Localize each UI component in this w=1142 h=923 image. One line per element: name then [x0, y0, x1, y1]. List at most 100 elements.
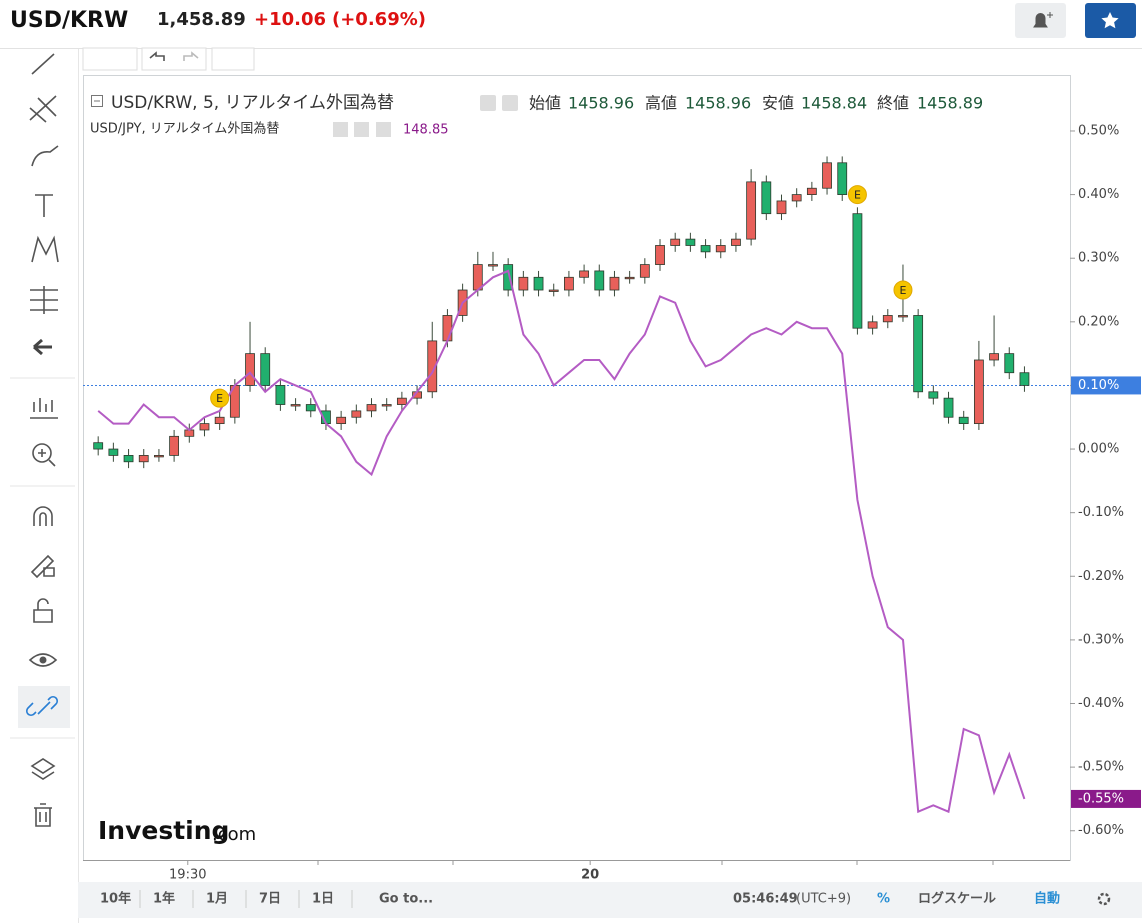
tool-button[interactable]	[82, 47, 138, 71]
x-tick-label: 19:30	[169, 868, 206, 883]
visibility-tool[interactable]	[28, 653, 58, 667]
event-marker	[893, 280, 913, 300]
y-tick-label: 0.40%	[1078, 187, 1119, 202]
magnet-tool[interactable]	[33, 506, 53, 526]
series-line	[97, 269, 1026, 814]
symbol: USD/KRW	[10, 8, 128, 33]
change-pct: (+0.69%)	[332, 9, 426, 30]
eye-button[interactable]	[480, 95, 496, 111]
candle-body	[169, 435, 180, 456]
event-label: E	[216, 392, 223, 405]
candle-body	[1004, 353, 1015, 374]
indicator-tool[interactable]	[30, 398, 58, 419]
last-value-label: 0.10%	[1078, 378, 1119, 393]
percent-toggle[interactable]: %	[877, 892, 890, 907]
brush-tool[interactable]	[31, 145, 59, 167]
logo-suffix: .com	[212, 824, 256, 845]
y-tick-label: -0.40%	[1078, 696, 1124, 711]
candle-body	[533, 276, 544, 291]
range-button[interactable]: 10年	[100, 891, 131, 907]
candle-body	[806, 187, 817, 195]
candle-body	[867, 321, 878, 329]
range-button[interactable]: 1年	[153, 891, 175, 907]
range-buttons[interactable]: 10年 1年 1月 7日 1日	[100, 890, 353, 908]
candle-body	[488, 264, 498, 267]
candle-body	[336, 416, 347, 425]
candle-body	[138, 455, 149, 463]
candle-body	[427, 340, 438, 393]
candle-body	[93, 442, 104, 450]
tool-button[interactable]	[211, 47, 255, 71]
candle-body	[715, 245, 726, 253]
tool-icons[interactable]	[10, 53, 75, 827]
x-tick-marks	[317, 860, 994, 865]
candle-body	[442, 315, 453, 342]
event-marker	[847, 185, 867, 205]
candle-body	[275, 385, 286, 405]
range-button[interactable]: 1月	[206, 892, 228, 907]
change: +10.06	[254, 9, 326, 30]
timezone[interactable]: (UTC+9)	[796, 892, 851, 907]
candle-body	[305, 404, 316, 412]
candle-body	[579, 270, 589, 278]
redo-icon	[183, 51, 199, 61]
last-value-label: -0.55%	[1078, 791, 1124, 806]
y-tick-label: -0.10%	[1078, 505, 1124, 520]
layers-tool[interactable]	[30, 758, 56, 780]
main-series-title: USD/KRW, 5, リアルタイム外国為替	[111, 93, 394, 113]
event-label: E	[854, 189, 861, 202]
candle-body	[928, 391, 939, 399]
bottom-bar	[78, 882, 1142, 918]
goto-button[interactable]: Go to...	[379, 892, 433, 907]
zoom-plus	[38, 449, 56, 467]
candle-body	[260, 353, 271, 386]
open-label: 始値	[529, 94, 561, 113]
candle-body	[351, 410, 362, 418]
compare-series-title: USD/JPY, リアルタイム外国為替	[90, 121, 279, 137]
candle-body	[670, 238, 681, 246]
text-tool[interactable]	[35, 194, 53, 217]
lock-draw-tool[interactable]	[30, 554, 55, 579]
candle-body	[108, 448, 119, 456]
unlock-tool[interactable]	[33, 598, 53, 623]
candle-body	[396, 397, 407, 405]
settings-button[interactable]	[354, 122, 369, 137]
candle-body	[564, 276, 574, 291]
low-value: 1458.84	[801, 94, 867, 113]
candle-body	[943, 397, 954, 418]
last-value-tag	[1071, 789, 1141, 808]
remove-button[interactable]	[376, 122, 391, 137]
undo-redo[interactable]	[141, 47, 207, 71]
zoom-tool[interactable]	[32, 443, 52, 463]
measure-tool[interactable]	[30, 286, 58, 314]
pattern-tool[interactable]	[31, 235, 59, 263]
eye-pupil	[39, 656, 47, 664]
settings-gear[interactable]	[1097, 892, 1111, 906]
y-tick-label: -0.50%	[1078, 760, 1124, 775]
range-button[interactable]: 1日	[312, 892, 334, 907]
last-value-tag	[1071, 376, 1141, 395]
candle-body	[366, 404, 377, 412]
auto-toggle[interactable]: 自動	[1034, 891, 1060, 907]
candle-body	[989, 353, 999, 361]
delete-tool[interactable]	[34, 803, 52, 827]
compare-value: 148.85	[403, 123, 449, 138]
collapse-arrow[interactable]	[33, 338, 52, 356]
candle-body	[776, 200, 787, 215]
undo-icon	[149, 51, 165, 61]
eye-button[interactable]	[333, 122, 348, 137]
trend-line-tool[interactable]	[31, 53, 55, 75]
candle-body	[791, 194, 802, 202]
event-label: E	[899, 284, 906, 297]
range-button[interactable]: 7日	[259, 892, 281, 907]
logo-brand: Investing	[98, 816, 229, 845]
fib-tool[interactable]	[29, 95, 57, 123]
candle-body	[245, 353, 255, 386]
settings-button[interactable]	[502, 95, 518, 111]
high-label: 高値	[645, 94, 677, 113]
y-tick-label: 0.30%	[1078, 251, 1119, 266]
log-toggle[interactable]: ログスケール	[918, 891, 996, 907]
collapse-box[interactable]	[91, 95, 103, 107]
